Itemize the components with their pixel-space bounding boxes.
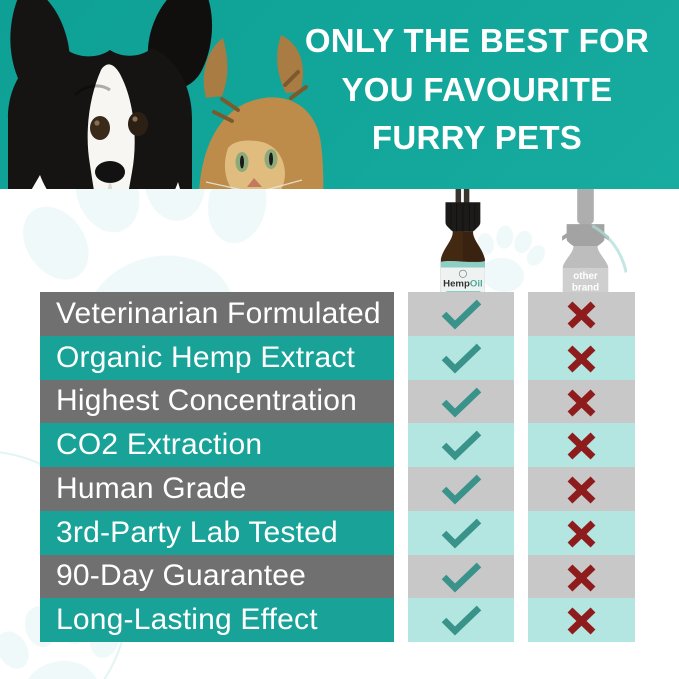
svg-text:other: other <box>573 271 598 282</box>
svg-text:HempOil: HempOil <box>443 279 483 290</box>
